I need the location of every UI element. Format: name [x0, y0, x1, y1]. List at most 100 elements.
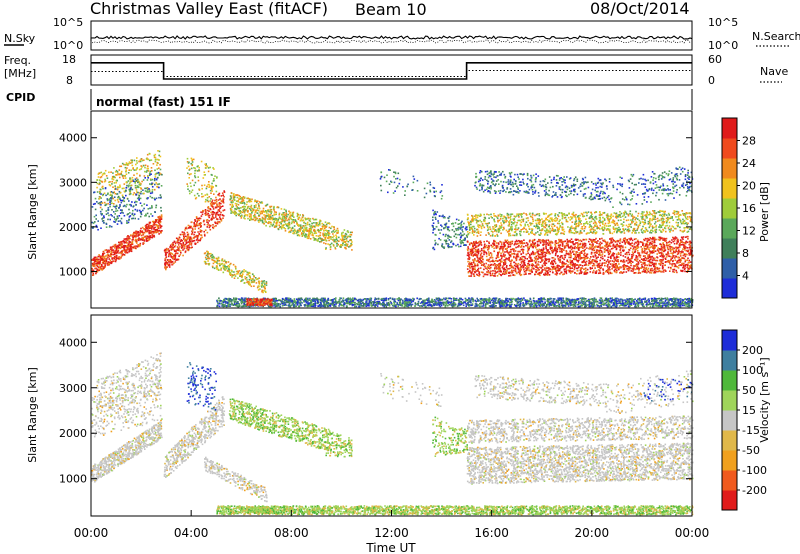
power-cell: [127, 238, 130, 240]
power-cell: [106, 177, 109, 179]
power-cell: [261, 202, 264, 204]
power-cell: [91, 271, 94, 273]
power-cell: [103, 216, 105, 219]
power-cell: [343, 229, 346, 231]
power-cell: [214, 175, 216, 177]
power-cell: [118, 244, 120, 246]
power-cell: [127, 180, 130, 182]
power-cell: [100, 258, 103, 260]
power-cell: [319, 224, 321, 226]
power-cell: [148, 232, 151, 235]
power-cell: [306, 221, 309, 224]
power-cell: [388, 303, 391, 305]
power-cell: [118, 252, 120, 254]
power-cell: [207, 200, 210, 203]
power-cell: [193, 167, 195, 169]
power-cell: [144, 190, 147, 192]
power-cell: [222, 194, 224, 196]
power-cell: [328, 230, 330, 232]
power-cell: [142, 164, 145, 167]
power-cell: [199, 239, 201, 242]
power-cell: [92, 222, 95, 224]
power-cell: [151, 205, 153, 207]
power-cell: [194, 176, 197, 179]
power-cell: [190, 185, 192, 188]
power-cell: [217, 257, 220, 259]
power-cell: [156, 177, 159, 179]
power-cell: [158, 196, 160, 199]
power-cell: [297, 231, 300, 233]
power-cell: [149, 221, 152, 224]
power-cell: [123, 253, 126, 256]
power-cell: [295, 220, 297, 222]
power-cell: [148, 173, 151, 175]
power-cell: [115, 219, 117, 222]
power-cell: [185, 239, 187, 242]
power-cell: [222, 201, 225, 204]
power-cell: [120, 252, 122, 254]
power-cell: [227, 299, 230, 302]
power-cell: [649, 305, 652, 308]
power-cell: [112, 205, 115, 208]
power-cell: [129, 193, 132, 195]
power-cell: [288, 221, 291, 224]
power-cell: [242, 206, 244, 208]
power-cell: [115, 181, 117, 184]
power-cell: [202, 177, 205, 179]
power-cell: [279, 299, 281, 302]
power-cell: [102, 187, 104, 190]
power-cell: [189, 168, 191, 171]
power-cell: [165, 267, 167, 269]
power-cell: [205, 254, 208, 257]
power-cell: [157, 226, 160, 228]
power-cell: [218, 302, 221, 305]
power-cell: [118, 206, 120, 209]
power-cell: [329, 243, 332, 246]
power-cell: [209, 185, 211, 187]
power-cell: [111, 215, 113, 217]
power-cell: [313, 222, 315, 224]
power-cell: [123, 246, 126, 249]
power-cell: [284, 220, 286, 222]
power-cell: [261, 201, 263, 203]
power-cell: [126, 203, 128, 206]
power-cell: [210, 217, 213, 220]
power-cell: [132, 180, 135, 183]
power-cell: [374, 305, 376, 308]
power-cell: [135, 160, 138, 162]
power-cell: [460, 298, 462, 300]
power-cell: [119, 212, 122, 214]
power-cell: [295, 232, 298, 235]
power-cell: [125, 181, 128, 184]
power-cell: [102, 266, 104, 268]
power-cell: [118, 190, 121, 193]
power-cell: [138, 199, 140, 201]
power-cell: [137, 244, 139, 246]
power-cell: [302, 234, 305, 236]
power-cell: [156, 218, 159, 221]
power-cell: [552, 299, 555, 302]
power-cell: [212, 213, 215, 215]
power-cell: [322, 232, 324, 235]
power-cell: [334, 230, 337, 233]
power-cell: [342, 239, 344, 241]
power-cell: [339, 238, 342, 241]
power-cell: [490, 305, 493, 308]
power-cell: [218, 192, 221, 195]
power-cell: [550, 297, 552, 300]
power-cell: [107, 256, 109, 258]
power-cell: [309, 228, 312, 231]
power-cell: [330, 238, 332, 240]
power-cell: [115, 254, 118, 257]
power-cell: [99, 255, 101, 257]
power-cell: [214, 260, 216, 262]
power-cell: [291, 215, 294, 217]
power-cell: [237, 213, 239, 215]
power-cell: [533, 304, 535, 307]
power-cell: [116, 209, 119, 212]
power-cell: [160, 214, 163, 216]
power-cell: [344, 232, 347, 235]
power-cell: [218, 305, 221, 308]
power-cell: [165, 256, 168, 258]
power-cell: [157, 171, 160, 174]
